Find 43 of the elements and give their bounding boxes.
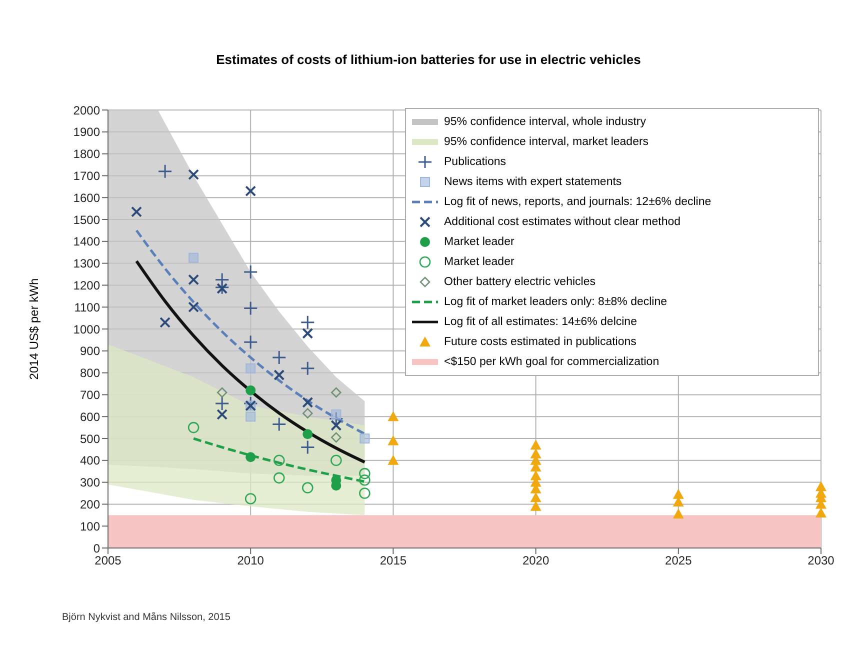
y-tick-label: 200 (80, 497, 100, 512)
legend-label: 95% confidence interval, market leaders (444, 135, 649, 150)
x-tick-label: 2020 (522, 554, 550, 568)
y-tick-label: 1200 (73, 278, 100, 292)
legend-label: Future costs estimated in publications (444, 335, 636, 350)
legend-label: Market leader (444, 235, 514, 250)
x-tick-label: 2005 (94, 554, 122, 568)
y-tick-label: 1100 (74, 300, 100, 314)
y-tick-label: 700 (80, 388, 100, 402)
y-tick-label: 900 (80, 344, 100, 358)
legend-label: <$150 per kWh goal for commercialization (444, 355, 660, 370)
y-tick-label: 500 (80, 432, 100, 446)
y-tick-label: 2000 (73, 103, 100, 118)
legend-label: Log fit of market leaders only: 8±8% decline (444, 295, 668, 310)
y-tick-label: 300 (80, 476, 100, 490)
x-tick-label: 2015 (380, 554, 407, 568)
y-tick-label: 1000 (73, 322, 100, 336)
legend-label: Market leader (444, 255, 514, 270)
legend-label: News items with expert statements (444, 175, 622, 190)
y-tick-label: 1300 (73, 256, 100, 271)
x-tick-label: 2010 (237, 554, 264, 568)
y-tick-label: 1900 (73, 125, 100, 140)
legend-label: Additional cost estimates without clear method (444, 215, 681, 230)
legend-label: 95% confidence interval, whole industry (444, 115, 646, 130)
y-tick-label: 800 (80, 366, 100, 380)
x-tick-label: 2030 (808, 554, 835, 568)
y-tick-label: 600 (80, 410, 100, 424)
text: Björn Nykvist and Måns Nilsson, 2015 (62, 612, 230, 623)
legend-label: Other battery electric vehicles (444, 275, 596, 290)
legend-label: Log fit of news, reports, and journals: 12±6% decline (444, 195, 712, 210)
y-tick-label: 400 (80, 454, 100, 468)
chart-title: Estimates of costs of lithium-ion batteries for use in electric vehicles (215, 52, 642, 67)
y-tick-label: 1700 (73, 168, 100, 183)
y-tick-label: 1600 (73, 190, 100, 205)
y-tick-label: 1400 (73, 234, 100, 249)
legend-label: Log fit of all estimates: 14±6% delcine (444, 315, 637, 330)
y-tick-label: 100 (80, 519, 100, 534)
legend-label: Publications (444, 155, 506, 170)
y-tick-label: 0 (93, 541, 100, 556)
y-axis-title: 2014 US$ per kWh (27, 278, 41, 380)
x-tick-label: 2025 (665, 554, 692, 568)
y-tick-label: 1800 (73, 147, 100, 162)
y-tick-label: 1500 (73, 212, 100, 227)
